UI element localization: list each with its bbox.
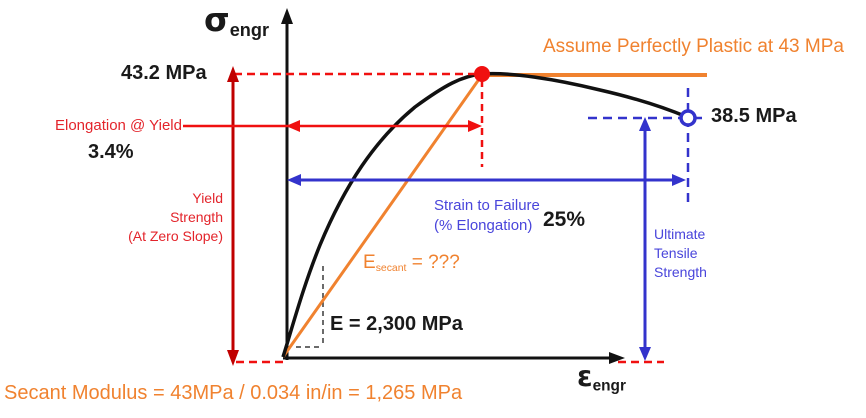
sigma-symbol: σ [204, 0, 230, 39]
elongation-arrowhead-right-icon [468, 120, 482, 132]
strain-to-failure-arrowhead-right-icon [672, 174, 686, 186]
uts-arrowhead-down-icon [639, 347, 651, 361]
uts-label: Ultimate Tensile Strength [654, 226, 707, 280]
secant-modulus-label: Esecant = ??? [363, 252, 460, 274]
failure-marker [679, 109, 697, 127]
x-axis-label: εengr [577, 360, 626, 395]
strain-to-failure-value: 25% [543, 208, 586, 231]
stress-strain-curve [281, 71, 688, 358]
strain-to-failure-label: Strain to Failure (% Elongation) [434, 197, 540, 234]
x-axis-arrowhead-icon [609, 352, 625, 364]
elongation-arrowhead-left-icon [286, 120, 300, 132]
failure-stress-label: 38.5 MPa [711, 105, 797, 127]
youngs-modulus-label: E = 2,300 MPa [330, 313, 463, 335]
y-axis-label: σengr [204, 0, 270, 41]
elongation-at-yield-label: Elongation @ Yield [55, 117, 182, 134]
plastic-assumption-label: Assume Perfectly Plastic at 43 MPa [543, 36, 844, 57]
secant-modulus-formula: Secant Modulus = 43MPa / 0.034 in/in = 1… [4, 382, 463, 404]
strain-to-failure-arrowhead-left-icon [287, 174, 301, 186]
elongation-value: 3.4% [88, 141, 134, 163]
epsilon-symbol: ε [577, 360, 593, 393]
yield-strength-arrowhead-down-icon [227, 350, 239, 366]
yield-stress-label: 43.2 MPa [121, 62, 207, 84]
y-axis-arrowhead-icon [281, 8, 293, 24]
uts-arrowhead-up-icon [639, 117, 651, 131]
yield-strength-label: Yield Strength (At Zero Slope) [128, 190, 223, 244]
secant-line [281, 74, 484, 358]
yield-strength-arrowhead-up-icon [227, 66, 239, 82]
peak-marker [474, 66, 490, 82]
